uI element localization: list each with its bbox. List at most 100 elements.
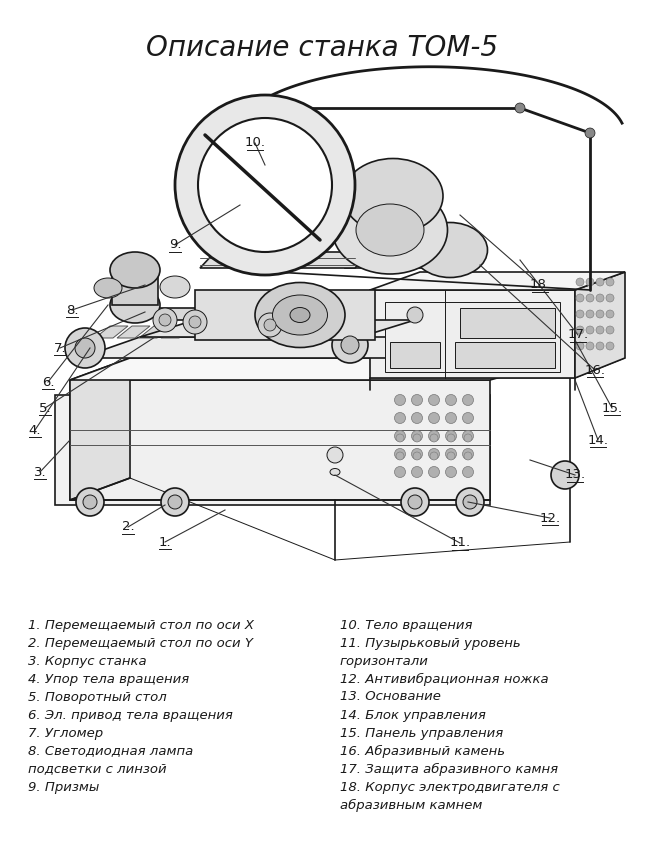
Circle shape	[596, 326, 604, 334]
Circle shape	[586, 310, 594, 318]
Ellipse shape	[110, 252, 160, 288]
Ellipse shape	[333, 186, 448, 274]
Circle shape	[606, 310, 614, 318]
Circle shape	[395, 413, 406, 424]
Text: 5.: 5.	[39, 401, 52, 414]
Text: 18.: 18.	[530, 279, 550, 292]
Circle shape	[586, 326, 594, 334]
Text: Описание станка ТОМ-5: Описание станка ТОМ-5	[146, 34, 498, 62]
Text: 15.: 15.	[601, 401, 622, 414]
Text: 16.: 16.	[584, 363, 606, 376]
Text: 2. Перемещаемый стол по оси Y: 2. Перемещаемый стол по оси Y	[28, 637, 253, 650]
Circle shape	[462, 394, 473, 406]
Circle shape	[596, 342, 604, 350]
Ellipse shape	[160, 276, 190, 298]
Circle shape	[462, 466, 473, 477]
Text: 13. Основание: 13. Основание	[340, 690, 441, 703]
Text: 17.: 17.	[568, 329, 588, 342]
Circle shape	[462, 413, 473, 424]
Ellipse shape	[290, 307, 310, 323]
Polygon shape	[385, 302, 560, 372]
Polygon shape	[575, 272, 625, 378]
Circle shape	[462, 448, 473, 459]
Circle shape	[446, 431, 457, 441]
Circle shape	[153, 308, 177, 332]
Polygon shape	[345, 193, 440, 268]
Ellipse shape	[94, 278, 122, 298]
Circle shape	[428, 431, 439, 441]
Text: 17. Защита абразивного камня: 17. Защита абразивного камня	[340, 762, 558, 776]
Circle shape	[606, 326, 614, 334]
Circle shape	[576, 342, 584, 350]
Text: 5. Поворотный стол: 5. Поворотный стол	[28, 690, 167, 703]
Circle shape	[395, 466, 406, 477]
Text: 4.: 4.	[29, 424, 41, 437]
Polygon shape	[55, 395, 490, 505]
Text: 18. Корпус электродвигателя с: 18. Корпус электродвигателя с	[340, 780, 560, 793]
Circle shape	[576, 310, 584, 318]
Text: 7.: 7.	[54, 342, 66, 355]
Polygon shape	[112, 270, 158, 305]
Circle shape	[408, 495, 422, 509]
Text: 16. Абразивный камень: 16. Абразивный камень	[340, 745, 505, 758]
Text: 11.: 11.	[450, 536, 471, 549]
Text: 15. Панель управления: 15. Панель управления	[340, 727, 503, 740]
Circle shape	[596, 310, 604, 318]
Ellipse shape	[110, 287, 160, 323]
Circle shape	[327, 447, 343, 463]
Text: 9.: 9.	[169, 239, 181, 252]
Circle shape	[585, 128, 595, 138]
Ellipse shape	[356, 204, 424, 256]
Text: абразивным камнем: абразивным камнем	[340, 798, 482, 811]
Circle shape	[464, 434, 472, 442]
Circle shape	[586, 278, 594, 286]
Circle shape	[175, 95, 355, 275]
Text: 14. Блок управления: 14. Блок управления	[340, 708, 486, 721]
Circle shape	[413, 452, 421, 460]
Circle shape	[606, 342, 614, 350]
Circle shape	[413, 434, 421, 442]
Circle shape	[407, 307, 423, 323]
Text: 11. Пузырьковый уровень: 11. Пузырьковый уровень	[340, 637, 521, 650]
Circle shape	[428, 413, 439, 424]
Ellipse shape	[330, 469, 340, 476]
Circle shape	[161, 488, 189, 516]
Circle shape	[412, 431, 422, 441]
Circle shape	[395, 431, 406, 441]
Text: 1. Перемещаемый стол по оси X: 1. Перемещаемый стол по оси X	[28, 618, 254, 631]
Polygon shape	[225, 308, 310, 320]
Circle shape	[83, 495, 97, 509]
Circle shape	[168, 495, 182, 509]
Ellipse shape	[255, 283, 345, 348]
Circle shape	[576, 278, 584, 286]
Polygon shape	[70, 358, 130, 500]
Circle shape	[428, 394, 439, 406]
Polygon shape	[80, 337, 520, 358]
Polygon shape	[70, 380, 490, 500]
Text: 1.: 1.	[159, 535, 172, 548]
Circle shape	[576, 294, 584, 302]
Circle shape	[606, 278, 614, 286]
Circle shape	[462, 431, 473, 441]
Circle shape	[412, 413, 422, 424]
Text: 9. Призмы: 9. Призмы	[28, 780, 99, 793]
Text: 14.: 14.	[588, 433, 608, 446]
Circle shape	[412, 448, 422, 459]
Text: 2.: 2.	[122, 521, 134, 534]
Circle shape	[332, 327, 368, 363]
Circle shape	[395, 394, 406, 406]
Text: 10.: 10.	[244, 137, 266, 150]
Ellipse shape	[272, 295, 328, 335]
Text: 6.: 6.	[42, 375, 54, 388]
Circle shape	[551, 461, 579, 489]
Circle shape	[430, 434, 438, 442]
Circle shape	[446, 448, 457, 459]
Text: 12. Антивибрационная ножка: 12. Антивибрационная ножка	[340, 672, 549, 686]
Circle shape	[76, 488, 104, 516]
Polygon shape	[370, 272, 625, 290]
Text: 10. Тело вращения: 10. Тело вращения	[340, 618, 473, 631]
Polygon shape	[370, 290, 575, 378]
Circle shape	[65, 328, 105, 368]
Polygon shape	[370, 358, 625, 378]
Circle shape	[446, 466, 457, 477]
